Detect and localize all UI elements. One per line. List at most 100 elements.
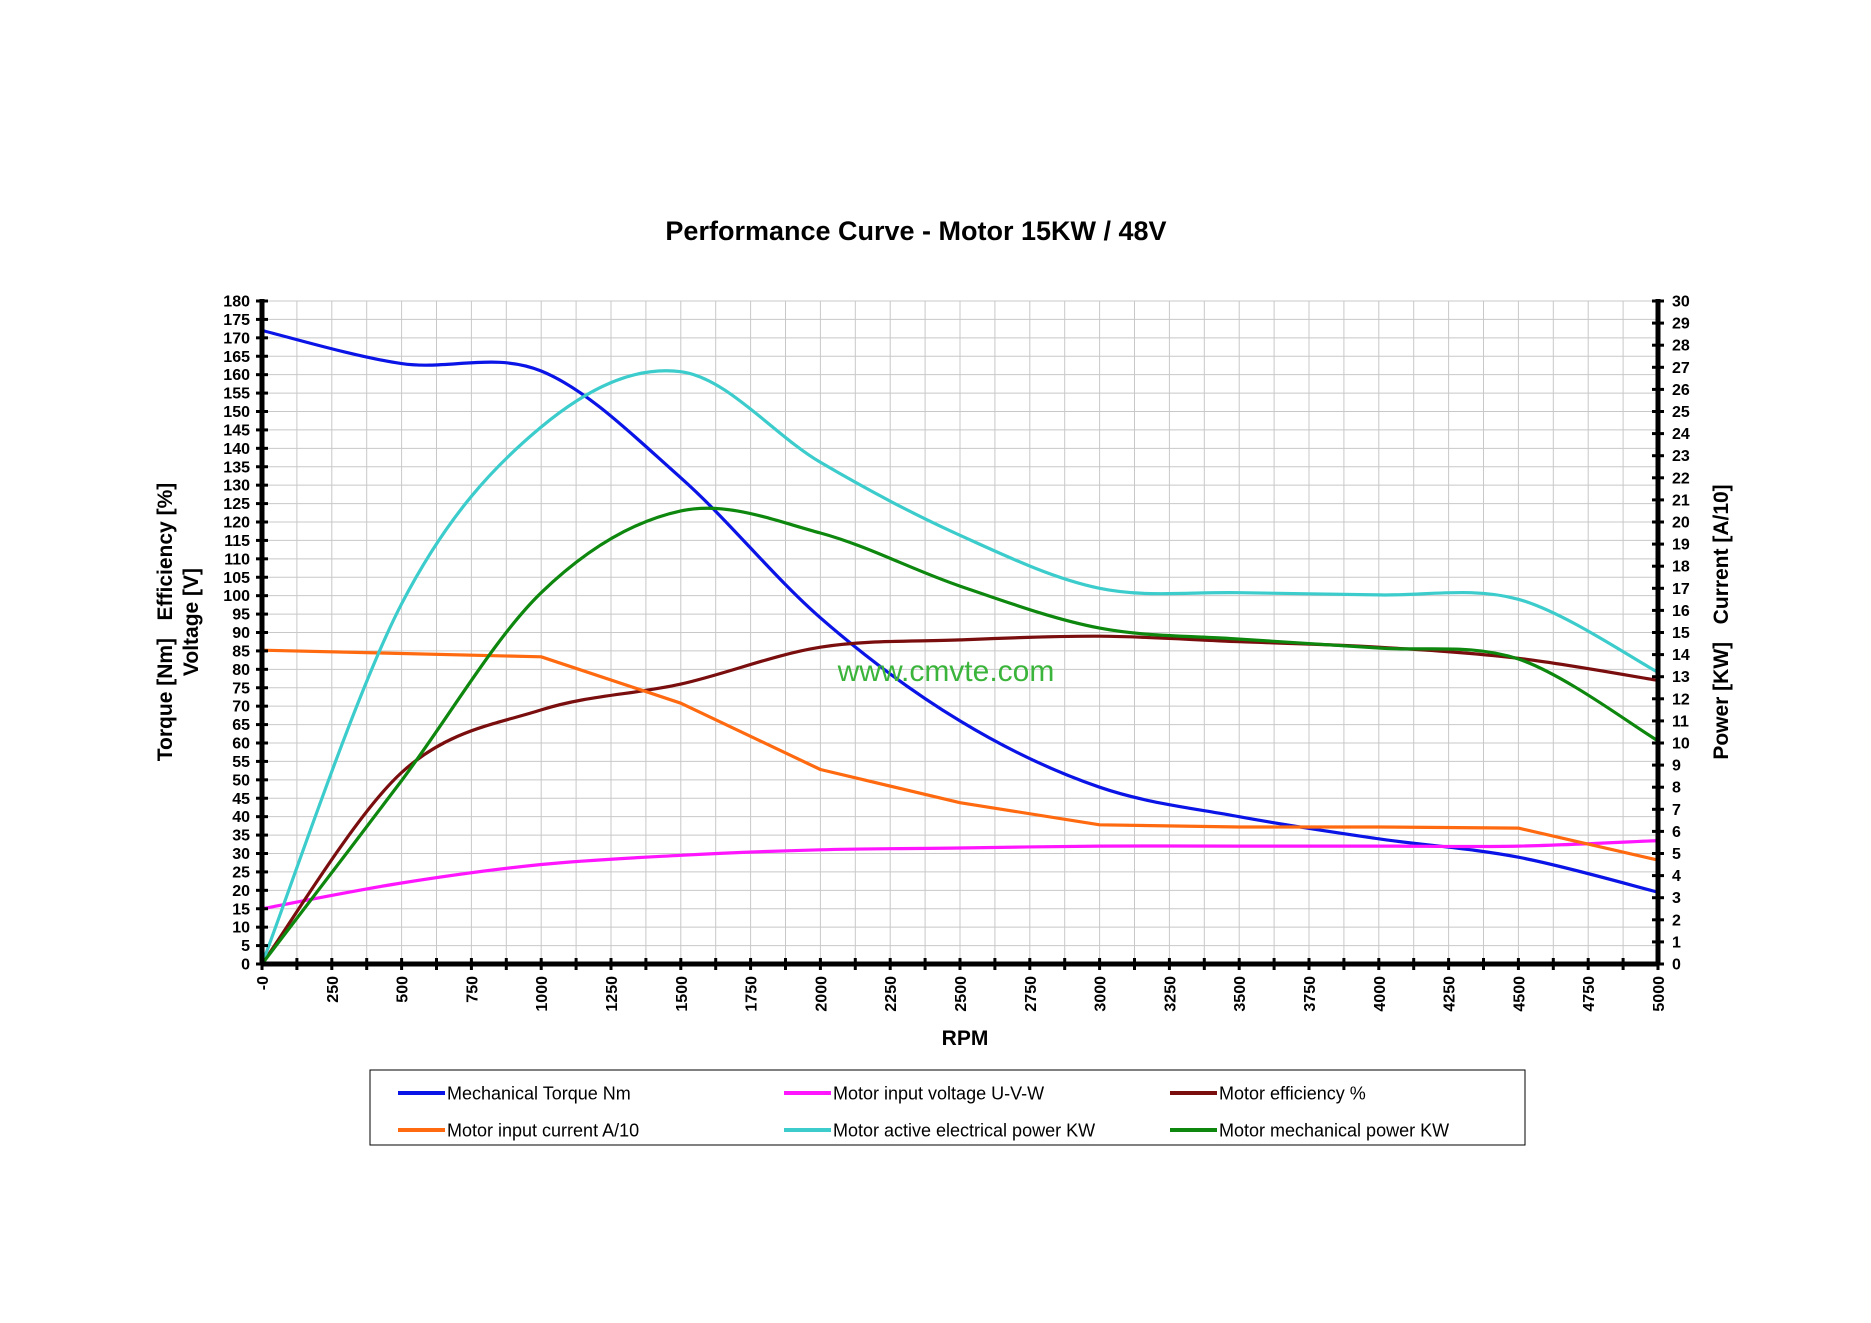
left-tick-label: 100: [223, 588, 250, 605]
left-tick-label: 35: [232, 828, 250, 845]
left-tick-label: 0: [241, 957, 250, 974]
right-tick-label: 20: [1672, 515, 1690, 532]
x-tick-label: 750: [464, 976, 481, 1003]
series-line-4: [260, 648, 1660, 862]
series-lines: [260, 328, 1660, 966]
left-tick-label: 30: [232, 846, 250, 863]
x-tick-label: 4750: [1581, 976, 1598, 1012]
right-tick-label: 10: [1672, 736, 1690, 753]
legend-label-6: Motor mechanical power KW: [1219, 1121, 1449, 1141]
left-tick-label: 15: [232, 901, 250, 918]
right-tick-label: 8: [1672, 780, 1681, 797]
right-tick-label: 14: [1672, 647, 1690, 664]
x-tick-label: 3500: [1232, 976, 1249, 1012]
series-line-2: [260, 839, 1660, 911]
series-line-6: [260, 506, 1660, 966]
watermark: www.cmvte.com: [837, 655, 1055, 688]
legend-label-1: Mechanical Torque Nm: [447, 1084, 631, 1104]
x-tick-label: 4000: [1372, 976, 1389, 1012]
left-tick-label: 125: [223, 496, 250, 513]
right-tick-label: 15: [1672, 625, 1690, 642]
left-tick-label: 120: [223, 515, 250, 532]
x-axis-title: RPM: [942, 1027, 989, 1050]
right-tick-label: 16: [1672, 603, 1690, 620]
left-tick-label: 140: [223, 441, 250, 458]
series-line-5: [260, 369, 1660, 966]
x-tick-label: 3250: [1162, 976, 1179, 1012]
x-tick-label: 250: [325, 976, 342, 1003]
right-tick-label: 29: [1672, 316, 1690, 333]
left-tick-label: 170: [223, 330, 250, 347]
right-tick-label: 13: [1672, 669, 1690, 686]
left-tick-label: 95: [232, 607, 250, 624]
x-tick-label: 1500: [674, 976, 691, 1012]
x-tick-label: 4500: [1511, 976, 1528, 1012]
right-tick-label: 19: [1672, 537, 1690, 554]
right-tick-label: 30: [1672, 294, 1690, 311]
x-tick-label: 5000: [1651, 976, 1668, 1012]
left-tick-label: 40: [232, 809, 250, 826]
left-tick-label: 85: [232, 643, 250, 660]
right-tick-label: 26: [1672, 382, 1690, 399]
left-axis-title-line1: Torque [Nm] Efficiency [%]: [154, 483, 177, 761]
x-tick-label: 2500: [953, 976, 970, 1012]
left-tick-label: 50: [232, 772, 250, 789]
x-tick-label: 1000: [534, 976, 551, 1012]
right-tick-label: 7: [1672, 802, 1681, 819]
left-tick-label: 175: [223, 312, 250, 329]
left-tick-label: 25: [232, 864, 250, 881]
right-tick-label: 9: [1672, 758, 1681, 775]
x-tick-label: 3750: [1302, 976, 1319, 1012]
legend-box: [369, 1069, 1526, 1146]
left-tick-label: 60: [232, 736, 250, 753]
x-tick-label: 2750: [1023, 976, 1040, 1012]
right-tick-label: 21: [1672, 492, 1690, 509]
x-tick-label: 2000: [813, 976, 830, 1012]
left-tick-label: 10: [232, 920, 250, 937]
right-tick-label: 1: [1672, 934, 1681, 951]
right-tick-label: 11: [1672, 713, 1689, 730]
series-line-1: [260, 328, 1660, 894]
left-tick-label: 5: [241, 938, 250, 955]
left-tick-label: 45: [232, 791, 250, 808]
left-tick-label: 150: [223, 404, 250, 421]
legend-label-3: Motor efficiency %: [1219, 1084, 1366, 1104]
left-tick-label: 110: [224, 551, 250, 568]
x-tick-label: 3000: [1093, 976, 1110, 1012]
chart-title: Performance Curve - Motor 15KW / 48V: [665, 216, 1166, 246]
right-tick-label: 24: [1672, 426, 1690, 443]
legend-label-4: Motor input current A/10: [447, 1121, 639, 1141]
right-tick-label: 25: [1672, 404, 1690, 421]
x-tick-label: 4250: [1442, 976, 1459, 1012]
left-tick-label: 180: [223, 294, 250, 311]
x-axis-ticks: -0 250 500 750 1000 1250 1500 1750 2000 2250 2500 2…: [255, 958, 1668, 1012]
left-tick-label: 115: [224, 533, 250, 550]
x-tick-label: -0: [255, 976, 272, 990]
right-axis-ticks: 0123456789101112131415161718192021222324…: [1652, 294, 1690, 974]
x-tick-label: 1250: [604, 976, 621, 1012]
left-tick-label: 160: [223, 367, 250, 384]
left-tick-label: 105: [223, 570, 250, 587]
left-tick-label: 55: [232, 754, 250, 771]
right-tick-label: 28: [1672, 338, 1690, 355]
right-tick-label: 4: [1672, 868, 1681, 885]
left-tick-label: 70: [232, 699, 250, 716]
left-tick-label: 145: [223, 422, 250, 439]
legend-label-5: Motor active electrical power KW: [833, 1121, 1095, 1141]
right-tick-label: 23: [1672, 448, 1690, 465]
right-tick-label: 18: [1672, 559, 1690, 576]
right-tick-label: 22: [1672, 470, 1690, 487]
grid-lines: [261, 300, 1659, 965]
left-tick-label: 80: [232, 662, 250, 679]
right-axis-title: Power [KW] Current [A/10]: [1710, 484, 1733, 759]
right-tick-label: 3: [1672, 890, 1681, 907]
left-tick-label: 135: [223, 459, 250, 476]
right-tick-label: 17: [1672, 581, 1690, 598]
right-tick-label: 0: [1672, 957, 1681, 974]
left-axis-title-line2: Voltage [V]: [180, 568, 203, 676]
legend: Mechanical Torque Nm Motor input voltage …: [369, 1069, 1526, 1146]
right-tick-label: 27: [1672, 360, 1690, 377]
right-tick-label: 5: [1672, 846, 1681, 863]
